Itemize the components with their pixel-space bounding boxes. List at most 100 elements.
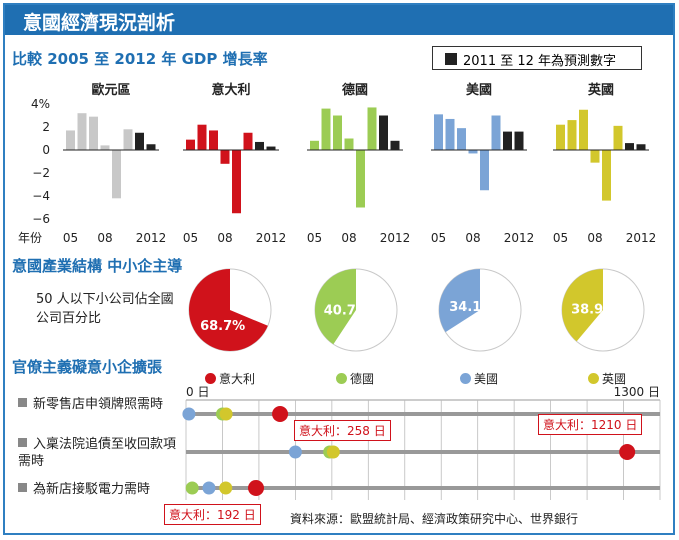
y-tick-label: −4: [32, 189, 50, 203]
bureaucracy-section-title: 官僚主義礙意小企擴張: [12, 358, 163, 376]
gdp-bar: [310, 140, 319, 150]
gdp-bar: [636, 144, 646, 150]
forecast-legend-label: 2011 至 12 年為預測數字: [463, 54, 617, 69]
pie-value-label: 40.7%: [324, 304, 369, 319]
legend-germany-dot: [336, 373, 347, 384]
frame: [3, 3, 675, 535]
x-axis-label: 年份: [18, 231, 42, 245]
x-tick-label: 08: [341, 231, 356, 245]
days-axis-end-label: 1300 日: [614, 385, 660, 399]
row-label-power: 為新店接駁電力需時: [18, 481, 178, 498]
forecast-legend: 2011 至 12 年為預測數字: [432, 46, 642, 70]
gdp-bar: [232, 150, 241, 214]
legend-uk-dot: [588, 373, 599, 384]
panel-title: 美國: [466, 82, 492, 98]
row-label-court: 入稟法院追債至收回款項需時: [18, 436, 178, 470]
days-dot-英國: [326, 445, 340, 459]
legend-uk-label: 英國: [602, 372, 627, 386]
gdp-bar: [197, 124, 207, 150]
gdp-bar: [445, 118, 455, 150]
gdp-bar: [480, 150, 489, 191]
gdp-bar: [367, 107, 377, 150]
x-tick-label: 2012: [256, 231, 287, 245]
legend-italy: 意大利: [205, 370, 255, 387]
gdp-bar: [567, 120, 577, 150]
gdp-bar: [602, 150, 611, 201]
gdp-bar: [613, 125, 623, 150]
days-dot-italy: [619, 444, 636, 460]
legend-usa-dot: [460, 373, 471, 384]
row-label-license: 新零售店申領牌照需時: [18, 396, 178, 413]
days-dot-德國: [185, 481, 199, 495]
panel-title: 德國: [342, 82, 368, 98]
gdp-bar: [434, 114, 443, 150]
title-bar: 意國經濟現況剖析: [5, 5, 673, 35]
gdp-bar: [514, 131, 524, 150]
days-dot-英國: [219, 481, 233, 495]
gdp-bar: [89, 116, 98, 150]
panel-title: 歐元區: [91, 82, 130, 98]
gdp-chart: 4% 2 0 −2 −4 −6 年份 歐元區 05 08 2012 意大利 05 08 2012 德國 05 08…: [18, 82, 657, 245]
gdp-bar: [266, 146, 276, 150]
pie-value-label: 68.7%: [200, 319, 245, 334]
y-tick-label: −2: [32, 166, 50, 180]
gdp-bar: [321, 108, 331, 150]
x-tick-label: 05: [431, 231, 446, 245]
row-bullet: [18, 438, 27, 447]
gdp-bar: [503, 131, 512, 150]
gdp-section-title: 比較 2005 至 2012 年 GDP 增長率: [12, 50, 268, 68]
days-chart: 0 日 1300 日: [182, 385, 661, 500]
row-bullet: [18, 398, 27, 407]
legend-usa-label: 美國: [474, 372, 499, 386]
callout-power: 意大利：192 日: [164, 504, 261, 525]
days-dot-美國: [182, 407, 196, 421]
x-tick-label: 05: [553, 231, 568, 245]
legend-germany: 德國: [336, 370, 374, 387]
x-tick-label: 2012: [380, 231, 411, 245]
gdp-bar: [255, 141, 264, 150]
row-label-text: 新零售店申領牌照需時: [33, 397, 164, 412]
gdp-bar: [590, 150, 600, 163]
x-tick-label: 2012: [626, 231, 657, 245]
pie-slice: [439, 269, 480, 333]
legend-uk: 英國: [588, 370, 626, 387]
pie-description: 50 人以下小公司佔全國公司百分比: [36, 292, 174, 326]
legend-usa: 美國: [460, 370, 498, 387]
legend-italy-dot: [205, 373, 216, 384]
x-tick-label: 05: [183, 231, 198, 245]
gdp-bar: [100, 145, 110, 150]
gdp-bar: [356, 150, 365, 208]
x-tick-label: 2012: [504, 231, 535, 245]
x-tick-label: 08: [587, 231, 602, 245]
gdp-bar: [123, 129, 133, 150]
pie-value-label: 34.1%: [449, 300, 494, 315]
forecast-legend-swatch: [445, 53, 457, 65]
gdp-bar: [556, 124, 565, 150]
callout-license: 意大利：258 日: [294, 420, 391, 441]
gdp-bar: [77, 113, 87, 150]
days-dot-美國: [288, 445, 302, 459]
x-tick-label: 08: [97, 231, 112, 245]
gdp-bar: [243, 132, 253, 150]
x-tick-label: 05: [307, 231, 322, 245]
gdp-bar: [333, 115, 342, 150]
gdp-bar: [344, 138, 354, 150]
row-label-text: 入稟法院追債至收回款項需時: [18, 437, 177, 469]
pie-charts: 68.7% 40.7% 34.1% 38.9%: [188, 268, 645, 352]
x-tick-label: 08: [217, 231, 232, 245]
gdp-bar: [468, 150, 478, 154]
x-tick-label: 08: [465, 231, 480, 245]
gdp-bar: [186, 139, 195, 150]
days-dot-italy: [248, 480, 265, 496]
gdp-bar: [220, 150, 230, 164]
gdp-bar: [112, 150, 121, 199]
x-tick-label: 2012: [136, 231, 167, 245]
page-title: 意國經濟現況剖析: [23, 12, 176, 34]
panel-title: 意大利: [211, 82, 250, 98]
row-label-text: 為新店接駁電力需時: [33, 482, 151, 497]
days-dot-美國: [202, 481, 216, 495]
pie-slice: [189, 269, 268, 351]
gdp-bar: [146, 144, 156, 150]
days-axis-start-label: 0 日: [186, 385, 209, 399]
